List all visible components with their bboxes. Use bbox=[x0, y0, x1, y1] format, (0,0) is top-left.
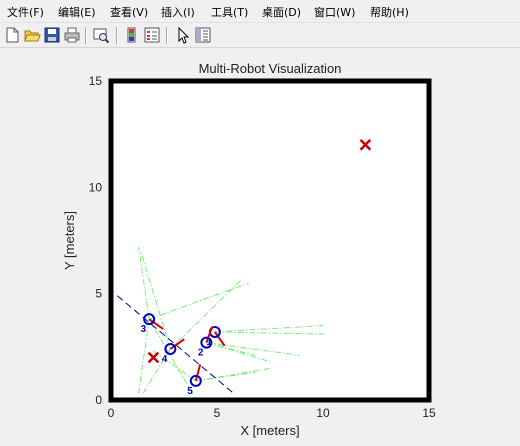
x-axis-label: X [meters] bbox=[240, 423, 299, 438]
plot-svg: Multi-Robot Visualization 12 3 4 5 0 5 10 15 0 5 10… bbox=[62, 61, 436, 438]
colorbar-icon[interactable] bbox=[123, 26, 141, 44]
menu-item-3[interactable]: 插入(I) bbox=[161, 6, 195, 19]
robot-marker bbox=[164, 342, 177, 355]
robot-label: 1 bbox=[206, 337, 212, 348]
robot-marker bbox=[143, 313, 156, 326]
target-marker bbox=[359, 139, 372, 151]
menu-item-6[interactable]: 窗口(W) bbox=[314, 6, 356, 19]
chart-title: Multi-Robot Visualization bbox=[199, 61, 342, 76]
sensor-ray bbox=[195, 371, 256, 382]
axes-frame bbox=[108, 78, 432, 403]
robot-heading bbox=[169, 338, 185, 350]
toolbar bbox=[0, 22, 520, 48]
menu-item-2[interactable]: 查看(V) bbox=[110, 6, 149, 19]
menu-item-7[interactable]: 帮助(H) bbox=[370, 6, 409, 19]
toolbar-separator bbox=[116, 27, 118, 44]
menu-item-4[interactable]: 工具(T) bbox=[211, 6, 249, 19]
sensor-ray bbox=[142, 348, 171, 394]
y-axis-label: Y [meters] bbox=[62, 211, 77, 270]
sensor-ray bbox=[148, 318, 195, 396]
robot-marker bbox=[189, 374, 202, 387]
robot-label: 5 bbox=[187, 386, 193, 397]
axes-area bbox=[111, 81, 429, 400]
sensor-ray bbox=[138, 319, 150, 394]
print-preview-icon[interactable] bbox=[92, 26, 110, 44]
x-tick-label: 10 bbox=[316, 406, 330, 420]
new-file-icon[interactable] bbox=[3, 26, 21, 44]
sensor-ray bbox=[138, 246, 150, 320]
y-tick-label: 0 bbox=[95, 393, 102, 407]
sensor-ray bbox=[195, 367, 273, 382]
robot-heading bbox=[194, 364, 202, 382]
pointer-icon[interactable] bbox=[174, 26, 192, 44]
robot-label: 3 bbox=[141, 324, 147, 335]
trajectory-line bbox=[117, 295, 235, 395]
menu-bar: 文件(F) 编辑(E) 查看(V) 插入(I) 工具(T) 桌面(D) 窗口(W) 帮助(H) bbox=[0, 0, 520, 22]
x-tick-label: 5 bbox=[214, 406, 221, 420]
robot-label: 4 bbox=[162, 354, 168, 365]
target-marker bbox=[147, 351, 160, 364]
sensor-ray bbox=[206, 342, 256, 356]
robot-heading bbox=[205, 326, 214, 343]
sensor-ray bbox=[170, 278, 243, 350]
figure-canvas: Multi-Robot Visualization 1 2 3 4 5 0 5 10 15 0 5 10… bbox=[0, 49, 520, 442]
y-tick-label: 5 bbox=[95, 287, 102, 301]
legend-icon[interactable] bbox=[143, 26, 161, 44]
property-editor-icon[interactable] bbox=[194, 26, 212, 44]
robot-label: 2 bbox=[198, 348, 204, 359]
y-tick-label: 10 bbox=[89, 180, 103, 194]
sensor-ray bbox=[214, 331, 326, 335]
x-tick-label: 15 bbox=[422, 406, 436, 420]
sensor-ray bbox=[206, 342, 300, 356]
sensor-ray bbox=[140, 250, 171, 350]
save-icon[interactable] bbox=[43, 26, 61, 44]
robot-marker bbox=[200, 336, 213, 349]
sensor-ray bbox=[206, 342, 271, 363]
x-tick-label: 0 bbox=[108, 406, 115, 420]
open-folder-icon[interactable] bbox=[23, 26, 41, 44]
plot-content: 12 3 4 5 bbox=[117, 139, 372, 397]
menu-item-5[interactable]: 桌面(D) bbox=[262, 6, 302, 19]
menu-item-0[interactable]: 文件(F) bbox=[7, 6, 44, 19]
menu-item-1[interactable]: 编辑(E) bbox=[58, 6, 96, 19]
toolbar-separator bbox=[166, 27, 168, 44]
sensor-ray bbox=[214, 325, 324, 333]
toolbar-separator bbox=[85, 27, 87, 44]
print-icon[interactable] bbox=[63, 26, 81, 44]
robot-heading bbox=[214, 331, 226, 347]
y-tick-label: 15 bbox=[89, 74, 103, 88]
robot-heading bbox=[148, 318, 164, 330]
sensor-ray bbox=[153, 350, 197, 382]
